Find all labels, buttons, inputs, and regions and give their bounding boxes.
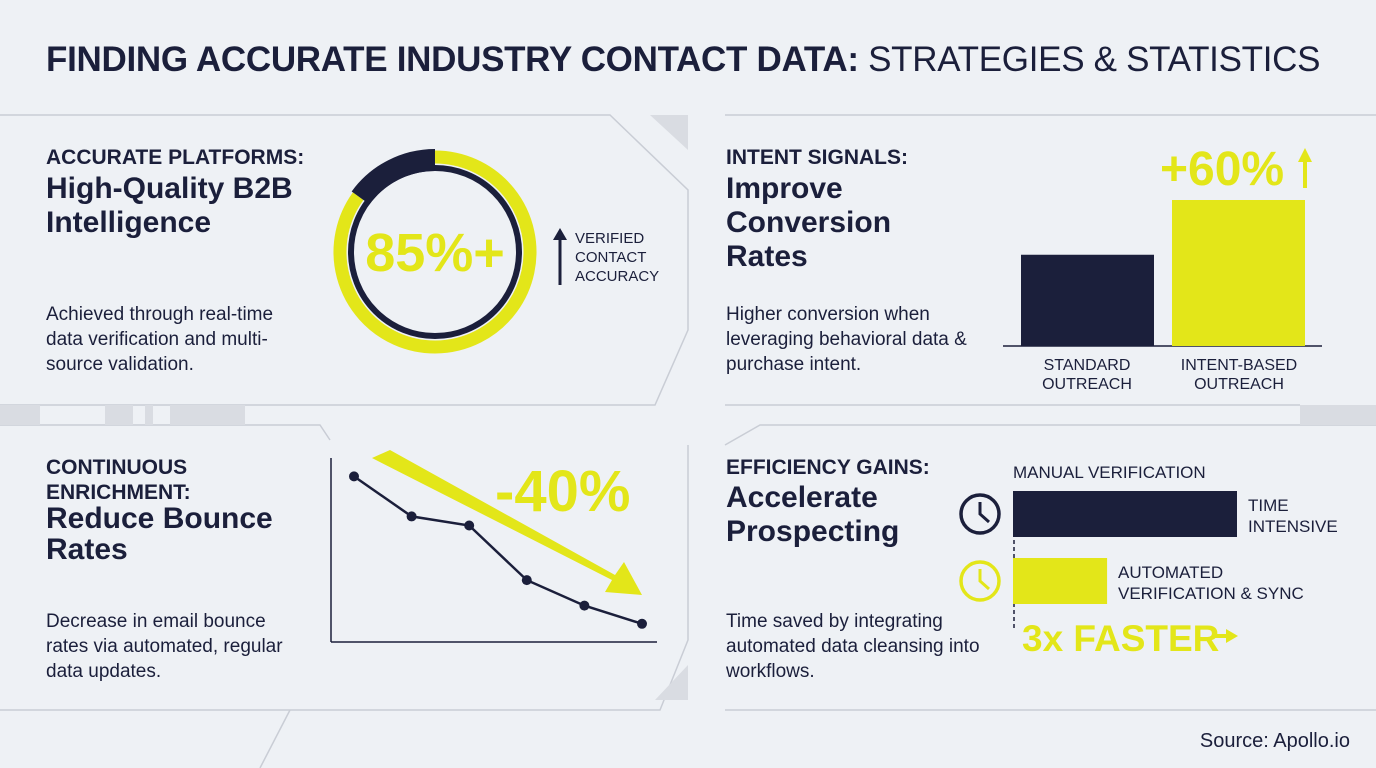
trend-arrow (372, 450, 642, 595)
donut-arc (333, 150, 537, 354)
hbar (1013, 491, 1237, 537)
donut-caption: VERIFIED CONTACT ACCURACY (575, 230, 660, 285)
panel-body: Achieved through real-time data verifica… (46, 304, 274, 375)
line (353, 475, 643, 625)
panel-body: Time saved by integrating automated data… (726, 611, 980, 682)
panel-heading: High-Quality B2B Intelligence (46, 172, 293, 239)
bar-annotation: +60% (1160, 143, 1285, 196)
hbar-annotation: 3x FASTER (1022, 618, 1220, 659)
line-point (349, 471, 359, 482)
donut-rest (351, 149, 436, 205)
arrow-head (553, 228, 567, 240)
hbar (1013, 558, 1108, 604)
panel-heading: Improve Conversion Rates (726, 172, 892, 273)
panel-frame (0, 424, 331, 441)
panel-frame (259, 709, 291, 768)
bar (1021, 254, 1154, 346)
clock-hands (978, 502, 990, 524)
hbar-label: TIME INTENSIVE (1248, 496, 1338, 536)
clock-icon (959, 493, 1001, 535)
line-annotation: -40% (495, 459, 631, 524)
arrow-head (1298, 148, 1312, 162)
page-title: FINDING ACCURATE INDUSTRY CONTACT DATA: … (46, 40, 1320, 80)
strip-decor (145, 405, 153, 425)
panel-frames (0, 114, 1376, 768)
clock-icon (959, 560, 1001, 602)
icons (330, 148, 1322, 643)
line-point (464, 520, 475, 531)
panel-body: Higher conversion when leveraging behavi… (726, 304, 967, 375)
panel-frame (0, 445, 689, 711)
line-point (521, 575, 532, 586)
line-point (579, 600, 590, 611)
panel-heading: Accelerate Prospecting (726, 481, 900, 548)
strip-decor (105, 405, 133, 425)
bar-category: INTENT-BASED OUTREACH (1180, 357, 1298, 393)
panel-body: Decrease in email bounce rates via autom… (46, 611, 283, 682)
strip-decor (0, 405, 40, 425)
panel-label: INTENT SIGNALS: (726, 146, 908, 169)
source: Source: Apollo.io (1199, 730, 1350, 752)
decor (0, 115, 1376, 700)
strip-decor (170, 405, 245, 425)
bar-category: STANDARD OUTREACH (1042, 357, 1132, 393)
hbar-name: MANUAL VERIFICATION (1013, 463, 1206, 482)
corner-decor (655, 665, 688, 700)
donut-inner-ring (348, 165, 522, 339)
hbar-name: AUTOMATED VERIFICATION & SYNC (1118, 563, 1304, 603)
line-point (406, 511, 417, 522)
corner-decor (650, 115, 688, 150)
strip-decor (1300, 405, 1376, 425)
panel-heading: Reduce Bounce Rates (46, 502, 273, 566)
panel-frame (0, 114, 689, 406)
bar (1172, 200, 1305, 346)
panel-label: ACCURATE PLATFORMS: (46, 146, 305, 169)
panel-label: CONTINUOUS ENRICHMENT: (46, 456, 191, 504)
donut-value-label: 85%+ (365, 223, 505, 283)
title-regular: STRATEGIES & STATISTICS (868, 40, 1321, 79)
clock-hands (978, 569, 990, 591)
arrow-head (1226, 629, 1238, 643)
title-bold: FINDING ACCURATE INDUSTRY CONTACT DATA: (46, 40, 859, 79)
panel-frame (724, 424, 1376, 446)
panel-label: EFFICIENCY GAINS: (726, 456, 930, 479)
line-point (637, 618, 647, 629)
